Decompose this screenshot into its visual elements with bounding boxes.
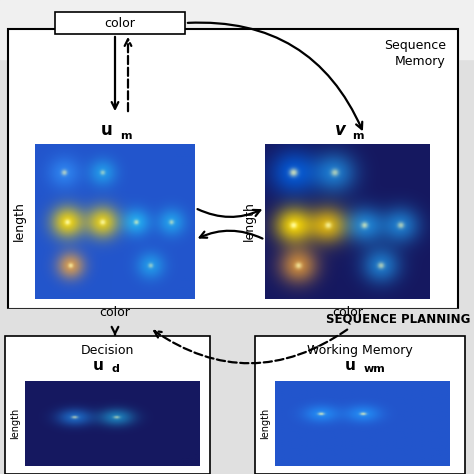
Text: length: length (12, 201, 26, 241)
Text: color: color (105, 17, 136, 29)
Bar (55, 12, 185, 34)
Text: m: m (120, 131, 131, 141)
Text: Sequence
Memory: Sequence Memory (384, 39, 446, 68)
Text: u: u (345, 358, 356, 373)
Text: u: u (101, 121, 113, 139)
Text: length: length (243, 201, 255, 241)
Text: Working Memory: Working Memory (307, 344, 413, 357)
Text: v: v (335, 121, 346, 139)
Text: Decision: Decision (81, 344, 134, 357)
Text: u: u (92, 358, 103, 373)
Bar (255, 336, 465, 474)
Text: wm: wm (364, 364, 386, 374)
Bar (0, 0, 474, 59)
Bar (5, 336, 210, 474)
Text: color: color (100, 307, 130, 319)
Bar (8, 29, 458, 309)
Text: d: d (111, 364, 119, 374)
Bar (0, 309, 474, 334)
Text: length: length (260, 408, 270, 439)
Text: SEQUENCE PLANNING: SEQUENCE PLANNING (326, 312, 470, 326)
Text: length: length (10, 408, 20, 439)
Text: m: m (353, 131, 364, 141)
Text: color: color (332, 307, 363, 319)
